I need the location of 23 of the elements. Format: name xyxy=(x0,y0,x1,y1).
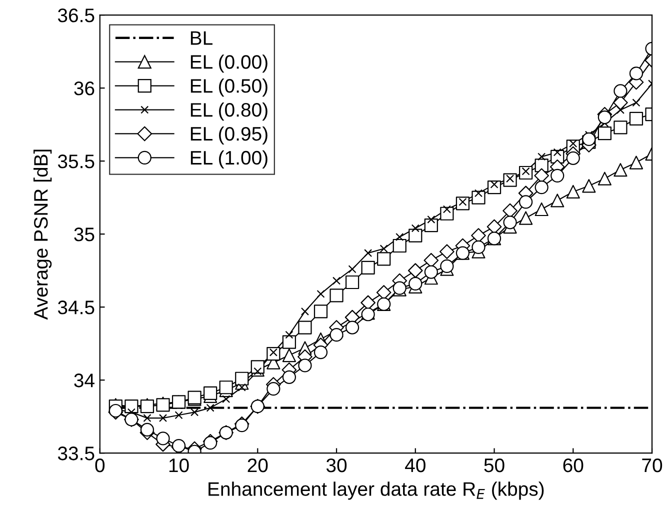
legend-label: BL xyxy=(190,31,212,45)
y-tick-label: 34.5 xyxy=(58,300,94,314)
x-tick-label: 50 xyxy=(484,458,504,472)
x-tick-label: 40 xyxy=(405,458,426,472)
legend-label: EL (1.00) xyxy=(190,150,268,169)
legend-label: EL (0.00) xyxy=(190,54,268,73)
legend-label: EL (0.50) xyxy=(190,78,268,97)
legend-label: EL (0.95) xyxy=(190,126,268,145)
x-tick-label: 10 xyxy=(169,458,189,472)
legend-label: EL (0.80) xyxy=(190,102,268,121)
y-tick-label: 36 xyxy=(74,82,94,96)
x-tick-label: 60 xyxy=(563,458,584,472)
y-axis-title: Average PSNR [dB] xyxy=(34,150,52,320)
y-tick-label: 33.5 xyxy=(58,446,94,460)
x-tick-label: 0 xyxy=(95,458,105,472)
y-tick-label: 36.5 xyxy=(58,8,94,22)
y-tick-label: 34 xyxy=(74,374,94,388)
x-tick-label: 20 xyxy=(248,458,268,472)
x-axis-title: Enhancement layer data rate R$_{E}$ (kbps) xyxy=(208,482,544,500)
x-tick-label: 30 xyxy=(326,458,347,472)
y-tick-label: 35.5 xyxy=(58,154,94,168)
y-tick-label: 35 xyxy=(74,228,94,242)
x-tick-label: 70 xyxy=(642,458,662,472)
